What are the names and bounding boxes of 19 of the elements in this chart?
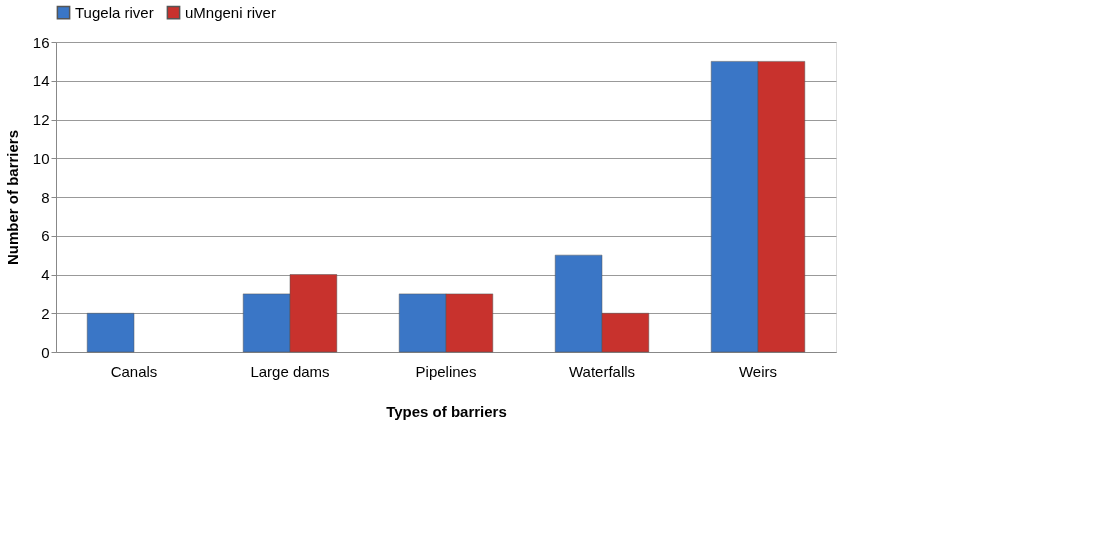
y-axis-title: Number of barriers — [3, 129, 21, 266]
y-tick-label: 14 — [32, 72, 50, 90]
y-tick-label: 6 — [41, 227, 50, 245]
x-tick-label: Canals — [110, 362, 158, 380]
x-tick-label: Waterfalls — [568, 362, 636, 380]
y-tick-label: 4 — [41, 266, 50, 283]
y-tick-label: 12 — [32, 111, 50, 128]
y-tick-label: 0 — [41, 343, 50, 361]
x-tick-label: Pipelines — [415, 362, 477, 380]
bar — [86, 313, 135, 353]
x-tick-label: Large dams — [250, 362, 330, 380]
legend-label: Tugela river — [75, 3, 154, 21]
x-axis-title: Types of barriers — [386, 402, 507, 420]
y-tick-label: 8 — [41, 188, 50, 206]
x-tick-label: Weirs — [738, 362, 778, 380]
y-tick-label: 2 — [41, 304, 50, 322]
y-tick-label: 16 — [32, 33, 50, 51]
y-tick-label: 10 — [32, 149, 50, 167]
legend-label: uMngeni river — [185, 3, 276, 21]
